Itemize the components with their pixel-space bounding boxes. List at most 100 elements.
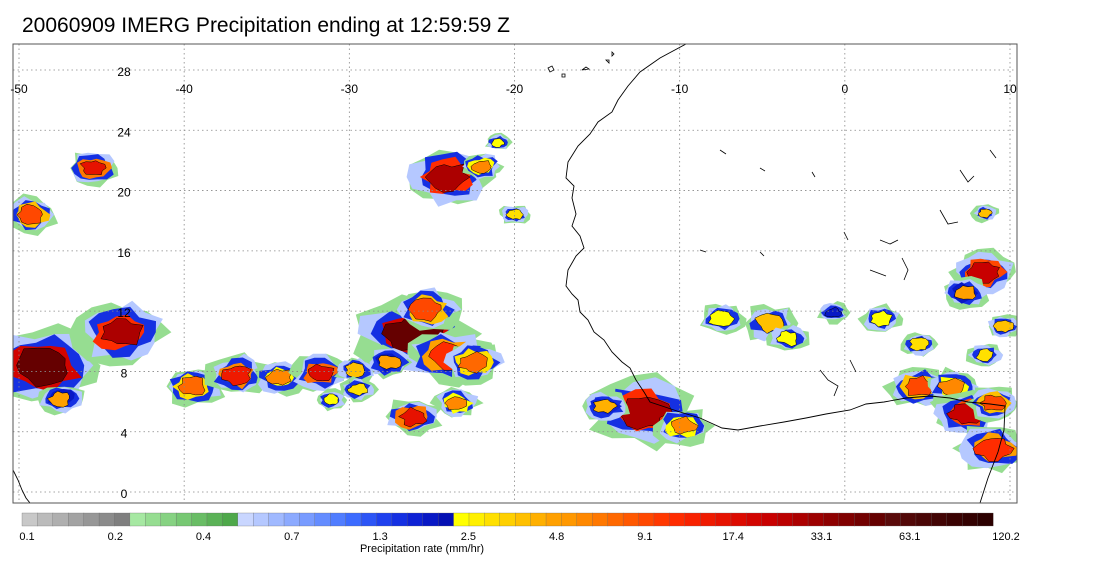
colorbar-swatch [37,512,54,527]
colorbar-swatch [807,512,824,527]
precip-contour [378,355,402,370]
colorbar-swatch [468,512,485,527]
colorbar-swatch [592,512,609,527]
colorbar-swatch [437,512,455,527]
colorbar-swatch [715,512,732,527]
precip-contour [16,203,43,225]
colorbar-swatch [484,512,501,527]
colorbar-swatch [499,512,516,527]
precip-contour [491,138,505,148]
colorbar-swatch [98,512,115,527]
precip-contour [344,362,365,378]
colorbar-label: Precipitation rate (mm/hr) [360,543,484,555]
colorbar-swatch [21,512,38,527]
graticule [13,44,1017,503]
precip-contour [505,208,524,220]
precip-contour [775,330,797,347]
colorbar-tick-label: 0.7 [284,531,299,543]
colorbar-swatch [838,512,855,527]
colorbar-swatch [915,512,932,527]
longitude-label: -40 [175,82,193,96]
precip-contour [346,383,368,396]
plot-background [13,44,1017,503]
colorbar-swatch [253,512,270,527]
latitude-label: 24 [117,125,131,139]
colorbar-swatch [638,512,655,527]
colorbar-swatch [622,512,639,527]
colorbar-swatch [145,512,162,527]
precip-contour [708,309,735,327]
colorbar-tick-label: 2.5 [461,531,476,543]
colorbar-swatch [314,512,331,527]
colorbar-swatch [884,512,901,527]
colorbar-swatch [730,512,747,527]
precip-contour [470,160,492,174]
precip-contour [424,163,471,193]
precip-contour [954,285,977,300]
precip-contour [308,363,335,382]
colorbar-swatch [792,512,809,527]
precip-contour [975,348,994,362]
south-america-coastline [13,469,31,503]
longitude-label: -10 [671,82,689,96]
precip-contour [457,351,488,374]
colorbar-swatch [977,512,994,527]
colorbar-swatch [530,512,547,527]
precip-contour [100,318,144,346]
colorbar-swatch [360,512,377,527]
colorbar-swatch [330,512,347,527]
longitude-label: 0 [841,82,848,96]
colorbar-swatch [700,512,717,527]
colorbar-tick-label: 9.1 [637,531,652,543]
latitude-label: 12 [117,306,131,320]
colorbar-tick-label: 0.2 [108,531,123,543]
precip-contour [824,306,843,318]
colorbar-tick-label: 0.1 [19,531,34,543]
colorbar-tick-label: 4.8 [549,531,564,543]
colorbar-tick-label: 0.4 [196,531,211,543]
colorbar-swatch [83,512,100,527]
latitude-label: 4 [121,427,128,441]
precip-contour [397,406,428,428]
colorbar-swatch [114,512,131,527]
colorbar-swatch [545,512,562,527]
precip-contour [16,347,68,388]
precip-contour [870,310,893,328]
coastline [13,44,1006,503]
map-title: 20060909 IMERG Precipitation ending at 1… [22,14,510,37]
latitude-label: 0 [121,487,128,501]
precip-contour [177,376,206,396]
colorbar-tick-label: 33.1 [811,531,832,543]
longitude-label: 10 [1003,82,1017,96]
colorbar-swatch [283,512,300,527]
inland-water-features [699,149,997,397]
colorbar-swatch [823,512,840,527]
precip-contour [79,160,107,175]
colorbar-swatch [515,512,532,527]
cape-verde-islands [547,51,615,78]
precip-contour [265,368,292,386]
colorbar-tick-label: 17.4 [722,531,743,543]
latitude-label: 28 [117,65,131,79]
colorbar-swatch [268,512,285,527]
colorbar-swatch [962,512,979,527]
colorbar-swatch [684,512,701,527]
colorbar-swatch [345,512,362,527]
bight-coastline [979,405,1006,503]
precip-contour [977,208,993,219]
latitude-label: 8 [121,366,128,380]
longitude-labels: -50 -40 -30 -20 -10 0 10 [10,82,1017,96]
colorbar-swatch [746,512,763,527]
colorbar-swatch [422,512,439,527]
plot-frame [12,43,1018,504]
precip-contour [992,320,1014,333]
colorbar-swatch [206,512,223,527]
colorbar-swatch [407,512,424,527]
precip-contour [904,375,933,396]
colorbar-tick-label: 120.2 [992,531,1020,543]
colorbar-swatch [931,512,948,527]
longitude-label: -20 [506,82,524,96]
latitude-labels: 28 24 20 16 12 8 4 0 [117,65,131,501]
colorbar-swatch [237,512,254,527]
